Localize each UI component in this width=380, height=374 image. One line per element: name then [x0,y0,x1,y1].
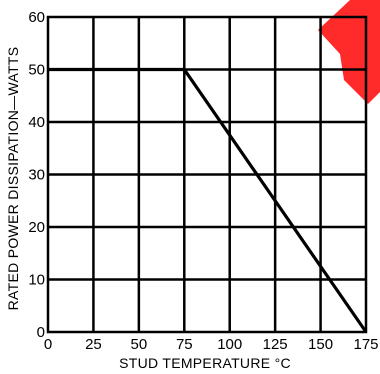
x-tick-label-6: 150 [308,336,333,353]
x-tick-label-4: 100 [217,336,242,353]
y-tick-label-6: 60 [28,9,45,26]
y-tick-label-5: 50 [28,62,45,79]
x-tick-labels: 0 25 50 75 100 125 150 175 [44,336,379,353]
grid [48,17,366,332]
y-tick-label-2: 20 [28,219,45,236]
x-axis-title: STUD TEMPERATURE °C [119,355,291,371]
series-layer [48,67,368,333]
y-tick-labels: 0 10 20 30 40 50 60 [28,9,45,341]
plot-frame [46,15,368,334]
x-tick-label-2: 50 [131,336,148,353]
x-tick-label-0: 0 [44,336,52,353]
x-tick-label-1: 25 [85,336,102,353]
x-tick-label-5: 125 [263,336,288,353]
y-tick-label-0: 0 [37,324,45,341]
y-axis-title: RATED POWER DISSIPATION—WATTS [5,47,21,311]
corner-watermark [318,0,380,104]
y-tick-label-1: 10 [28,272,45,289]
y-tick-label-4: 40 [28,114,45,131]
series-line-0 [48,67,368,333]
x-tick-label-7: 175 [353,336,378,353]
x-tick-label-3: 75 [176,336,193,353]
y-tick-label-3: 30 [28,167,45,184]
